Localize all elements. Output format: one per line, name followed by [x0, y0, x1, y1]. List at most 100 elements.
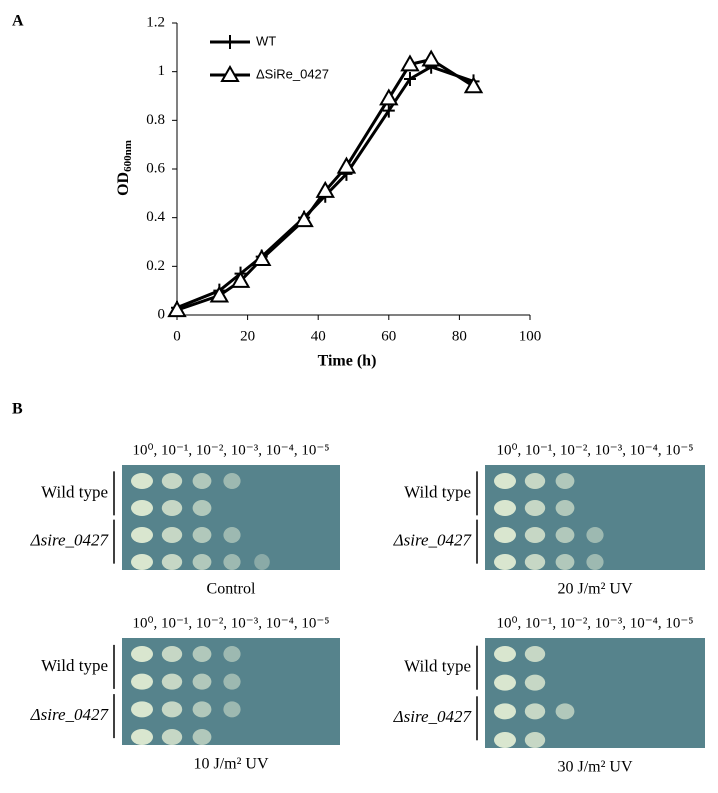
row-label: Wild type	[41, 482, 108, 501]
marker-triangle	[294, 210, 314, 228]
colony-spot	[131, 729, 153, 745]
y-tick-label: 1	[158, 63, 166, 79]
panel-label: B	[12, 401, 23, 418]
colony-spot	[161, 646, 183, 662]
colony-spot	[192, 500, 212, 516]
colony-spot	[223, 701, 241, 718]
dilution-header: 10⁰, 10⁻¹, 10⁻², 10⁻³, 10⁻⁴, 10⁻⁵	[132, 615, 329, 631]
colony-spot	[223, 554, 241, 570]
x-tick-label: 60	[381, 328, 396, 344]
row-label: Δsire_0427	[393, 531, 473, 550]
colony-spot	[131, 500, 153, 516]
dilution-header: 10⁰, 10⁻¹, 10⁻², 10⁻³, 10⁻⁴, 10⁻⁵	[496, 442, 693, 458]
dilution-header: 10⁰, 10⁻¹, 10⁻², 10⁻³, 10⁻⁴, 10⁻⁵	[132, 442, 329, 458]
colony-spot	[161, 473, 183, 489]
y-tick-label: 1.2	[146, 14, 165, 30]
colony-spot	[223, 646, 241, 662]
plate-shade	[485, 465, 705, 570]
colony-spot	[131, 646, 153, 662]
colony-spot	[586, 527, 604, 543]
plate-image	[485, 465, 705, 570]
colony-spot	[524, 554, 546, 570]
plate-caption: Control	[207, 581, 256, 598]
y-tick-label: 0.4	[146, 209, 165, 225]
colony-spot	[555, 500, 575, 516]
colony-spot	[494, 500, 516, 516]
row-label: Δsire_0427	[30, 705, 110, 724]
colony-spot	[494, 527, 516, 543]
marker-triangle	[251, 249, 272, 267]
colony-spot	[192, 673, 212, 690]
colony-spot	[555, 554, 575, 570]
colony-spot	[524, 646, 546, 662]
y-tick-label: 0.8	[146, 112, 165, 128]
marker-triangle	[230, 270, 251, 288]
colony-spot	[494, 554, 516, 570]
colony-spot	[555, 703, 575, 720]
colony-spot	[192, 701, 212, 718]
colony-spot	[223, 473, 241, 489]
marker-triangle	[336, 156, 357, 174]
colony-spot	[192, 473, 212, 489]
legend-label: ΔSiRe_0427	[256, 66, 329, 81]
colony-spot	[494, 674, 516, 691]
legend-label: WT	[256, 33, 276, 48]
x-axis-label: Time (h)	[318, 353, 377, 370]
row-label: Δsire_0427	[30, 531, 110, 550]
colony-spot	[131, 473, 153, 489]
legend-marker	[220, 64, 240, 82]
colony-spot	[161, 673, 183, 690]
colony-spot	[494, 703, 516, 720]
marker-triangle	[167, 300, 187, 318]
colony-spot	[161, 554, 183, 570]
colony-spot	[161, 500, 183, 516]
x-tick-label: 20	[240, 328, 255, 344]
colony-spot	[524, 732, 546, 748]
marker-triangle	[379, 88, 399, 106]
colony-spot	[524, 500, 546, 516]
plate-caption: 30 J/m² UV	[557, 759, 632, 776]
x-tick-label: 40	[311, 328, 326, 344]
legend-marker	[224, 35, 236, 49]
colony-spot	[161, 527, 183, 543]
marker-triangle	[315, 180, 335, 198]
colony-spot	[555, 473, 575, 489]
marker-triangle	[209, 285, 230, 303]
x-tick-label: 100	[519, 328, 542, 344]
colony-spot	[223, 527, 241, 543]
y-tick-label: 0.6	[146, 160, 165, 176]
colony-spot	[192, 527, 212, 543]
colony-spot	[131, 527, 153, 543]
row-label: Wild type	[404, 657, 471, 676]
y-axis-label-main: OD	[115, 172, 132, 196]
y-axis-label-sub: 600nm	[122, 140, 134, 172]
marker-triangle	[463, 76, 484, 94]
dilution-header: 10⁰, 10⁻¹, 10⁻², 10⁻³, 10⁻⁴, 10⁻⁵	[496, 615, 693, 631]
colony-spot	[192, 554, 212, 570]
colony-spot	[524, 703, 546, 720]
colony-spot	[131, 554, 153, 570]
marker-triangle	[400, 54, 420, 72]
x-tick-label: 80	[452, 328, 467, 344]
colony-spot	[131, 673, 153, 690]
colony-spot	[524, 473, 546, 489]
colony-spot	[494, 732, 516, 748]
y-axis-label: OD600nm	[115, 140, 134, 196]
row-label: Wild type	[404, 482, 471, 501]
colony-spot	[161, 701, 183, 718]
colony-spot	[586, 554, 604, 570]
colony-spot	[223, 673, 241, 690]
y-tick-label: 0	[158, 306, 166, 322]
colony-spot	[524, 527, 546, 543]
colony-spot	[192, 729, 212, 745]
row-label: Wild type	[41, 656, 108, 675]
colony-spot	[161, 729, 183, 745]
colony-spot	[494, 646, 516, 662]
colony-spot	[555, 527, 575, 543]
plate-image	[485, 638, 705, 748]
row-label: Δsire_0427	[393, 707, 473, 726]
x-tick-label: 0	[173, 328, 181, 344]
plate-caption: 10 J/m² UV	[193, 756, 268, 773]
y-tick-label: 0.2	[146, 258, 165, 274]
